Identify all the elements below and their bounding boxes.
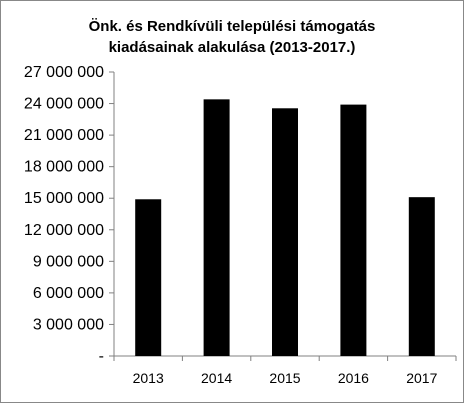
y-tick-label: 9 000 000 <box>33 253 104 270</box>
chart-title-line-1: Önk. és Rendkívüli települési támogatás <box>89 18 376 35</box>
y-tick-label: 24 000 000 <box>24 96 104 113</box>
y-tick-label: 18 000 000 <box>24 159 104 176</box>
bar-2015 <box>272 108 298 357</box>
y-tick-label: 6 000 000 <box>33 285 104 302</box>
plot-area: - 3 000 000 6 000 000 9 000 000 12 000 000 15… <box>24 64 457 386</box>
y-tick-label: 27 000 000 <box>24 64 104 81</box>
bar-2017 <box>408 197 435 356</box>
x-tick-label: 2014 <box>201 370 232 386</box>
y-tick-label: 12 000 000 <box>24 222 104 239</box>
x-tick-label: 2016 <box>338 370 369 386</box>
x-tick-label: 2013 <box>133 370 164 386</box>
y-tick-label: 15 000 000 <box>24 190 104 207</box>
y-tick-label: 3 000 000 <box>33 316 104 333</box>
chart-title-line-2: kiadásainak alakulása (2013-2017.) <box>109 39 356 56</box>
x-tick-label: 2015 <box>269 370 300 386</box>
bar-2016 <box>340 104 367 356</box>
bar-2013 <box>135 199 162 356</box>
y-tick-label: - <box>99 348 104 365</box>
y-tick-label: 21 000 000 <box>24 127 104 144</box>
bar-2014 <box>203 99 230 356</box>
x-tick-label: 2017 <box>406 370 437 386</box>
